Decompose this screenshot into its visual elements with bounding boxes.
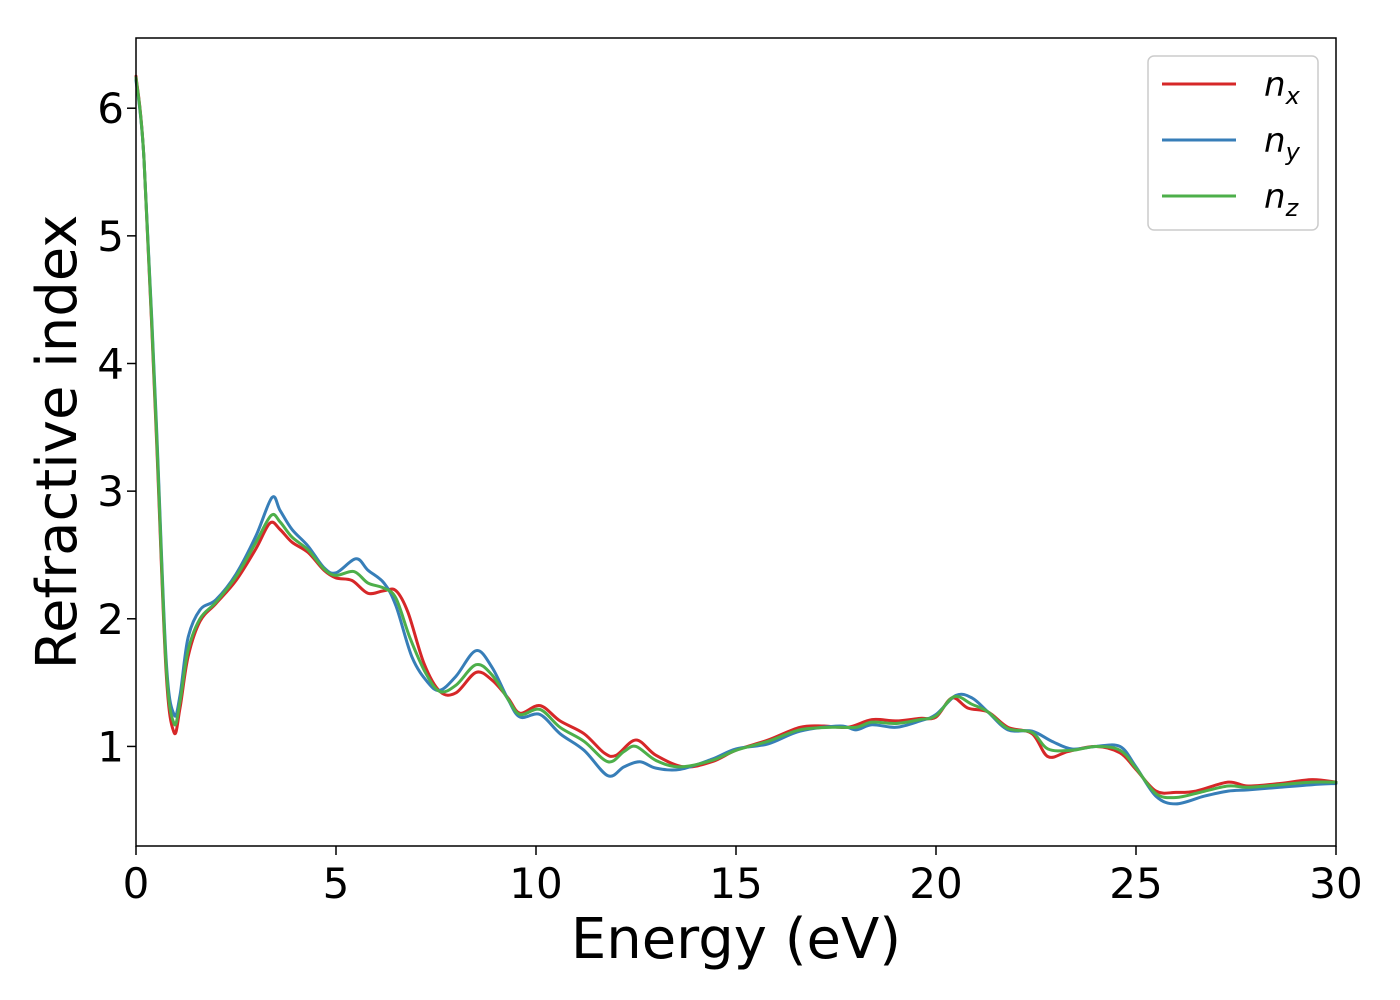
x-tick-label: 25 — [1109, 859, 1162, 908]
series-layer — [134, 74, 1338, 806]
x-axis-ticks: 0 5 10 15 20 25 30 — [123, 846, 1363, 908]
legend-subscript: x — [1285, 82, 1301, 110]
legend-subscript: y — [1285, 138, 1301, 166]
legend-box — [1147, 55, 1319, 231]
plot-background — [136, 38, 1336, 846]
legend-subscript: z — [1285, 194, 1300, 222]
x-tick-label: 0 — [123, 859, 150, 908]
x-tick-label: 20 — [909, 859, 962, 908]
x-tick-label: 30 — [1309, 859, 1362, 908]
y-tick-label: 2 — [97, 595, 124, 644]
y-tick-label: 1 — [97, 722, 124, 771]
y-tick-label: 3 — [97, 467, 124, 516]
x-axis-title: Energy (eV) — [571, 907, 901, 972]
y-tick-label: 4 — [97, 339, 124, 388]
x-tick-label: 15 — [709, 859, 762, 908]
x-tick-label: 5 — [323, 859, 350, 908]
y-tick-label: 5 — [97, 212, 124, 261]
x-tick-label: 10 — [509, 859, 562, 908]
y-axis-title: Refractive index — [25, 215, 90, 670]
series-line-nz — [134, 76, 1338, 800]
y-tick-label: 6 — [97, 84, 124, 133]
y-axis-ticks: 1 2 3 4 5 6 — [97, 84, 136, 771]
